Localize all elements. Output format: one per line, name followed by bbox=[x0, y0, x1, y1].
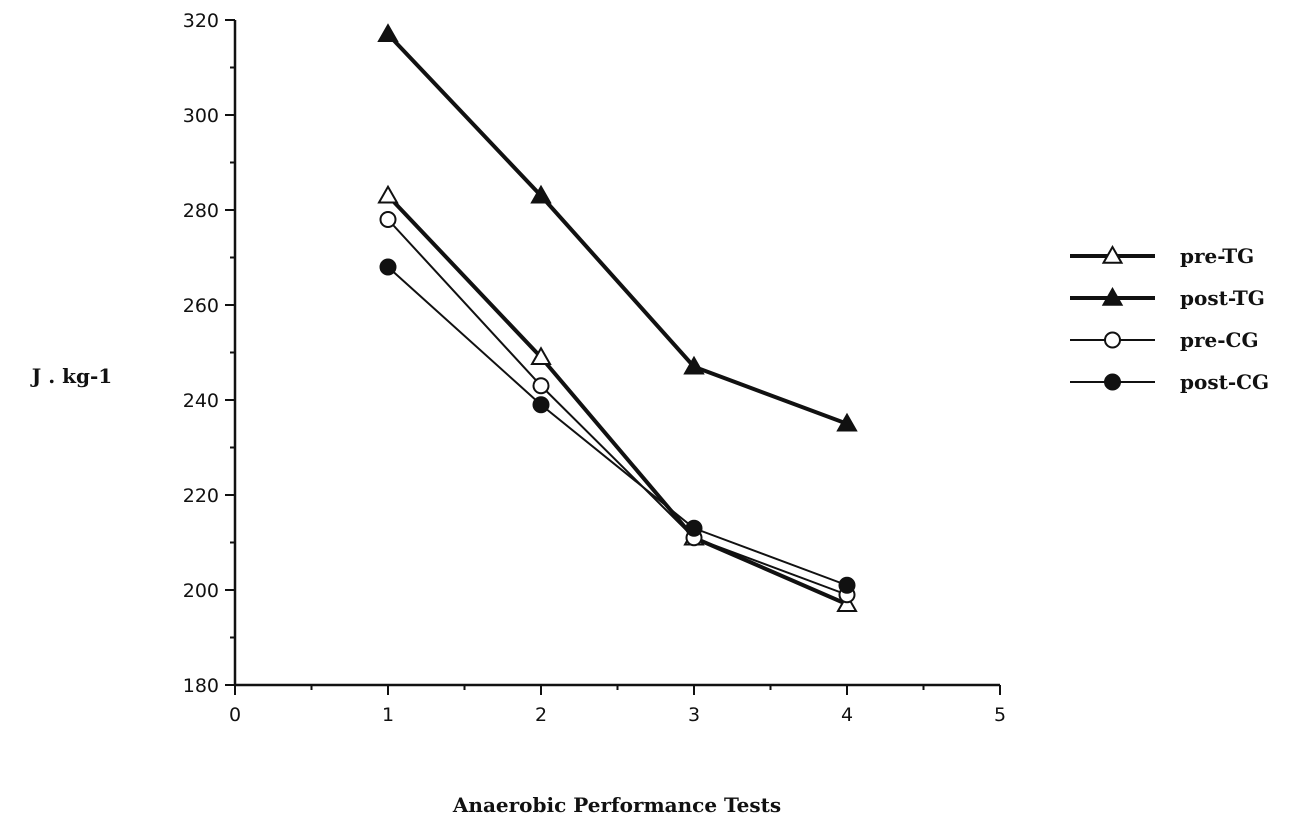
y-tick-label: 300 bbox=[183, 105, 219, 127]
legend-label: post-TG bbox=[1180, 286, 1265, 310]
series-post-CG bbox=[379, 258, 856, 594]
data-point bbox=[683, 355, 705, 375]
x-tick-label: 2 bbox=[535, 704, 547, 726]
y-tick-label: 240 bbox=[183, 390, 219, 412]
legend-entry: pre-TG bbox=[1070, 244, 1254, 268]
y-tick-label: 200 bbox=[183, 580, 219, 602]
data-point bbox=[377, 184, 399, 204]
y-ticks: 180 200 220 240 260 280 300 320 bbox=[183, 10, 235, 697]
legend-entry: post-CG bbox=[1070, 370, 1269, 394]
legend-marker bbox=[1104, 331, 1121, 349]
y-tick-label: 320 bbox=[183, 10, 219, 32]
x-tick-label: 4 bbox=[841, 704, 853, 726]
data-point bbox=[530, 346, 552, 365]
data-point bbox=[530, 184, 552, 204]
legend-marker bbox=[1104, 373, 1121, 391]
data-point bbox=[532, 377, 550, 395]
x-tick-label: 5 bbox=[994, 704, 1006, 726]
x-tick-label: 0 bbox=[229, 704, 241, 726]
y-tick-label: 220 bbox=[183, 485, 219, 507]
x-tick-label: 3 bbox=[688, 704, 700, 726]
series-line bbox=[387, 218, 848, 596]
y-tick-label: 180 bbox=[183, 675, 219, 697]
series-post-TG bbox=[377, 23, 858, 432]
data-point bbox=[379, 211, 397, 228]
y-tick-label: 260 bbox=[183, 295, 219, 317]
legend-label: post-CG bbox=[1180, 370, 1269, 394]
axes: 180 200 220 240 260 280 300 320 0 1 2 3 4 5 bbox=[183, 10, 1006, 726]
data-point bbox=[532, 396, 550, 414]
legend-marker bbox=[1101, 244, 1124, 264]
legend: pre-TG post-TG pre-CG post-CG bbox=[1070, 244, 1269, 394]
legend-label: pre-TG bbox=[1180, 244, 1254, 268]
data-point bbox=[836, 412, 858, 432]
y-axis-title: J . kg-1 bbox=[30, 364, 112, 388]
x-tick-label: 1 bbox=[382, 704, 394, 726]
data-point bbox=[838, 576, 856, 594]
data-point bbox=[685, 519, 703, 537]
series-pre-CG bbox=[379, 211, 856, 604]
x-ticks: 0 1 2 3 4 5 bbox=[229, 685, 1006, 726]
series-layer bbox=[377, 23, 858, 612]
legend-entry: post-TG bbox=[1070, 286, 1265, 310]
legend-entry: pre-CG bbox=[1070, 328, 1259, 352]
series-line bbox=[386, 32, 848, 426]
legend-label: pre-CG bbox=[1180, 328, 1259, 352]
x-axis-title: Anaerobic Performance Tests bbox=[452, 793, 781, 817]
data-point bbox=[379, 258, 397, 276]
series-line bbox=[387, 266, 848, 587]
series-line bbox=[386, 194, 848, 607]
data-point bbox=[377, 23, 399, 42]
legend-marker bbox=[1101, 286, 1124, 306]
y-tick-label: 280 bbox=[183, 200, 219, 222]
